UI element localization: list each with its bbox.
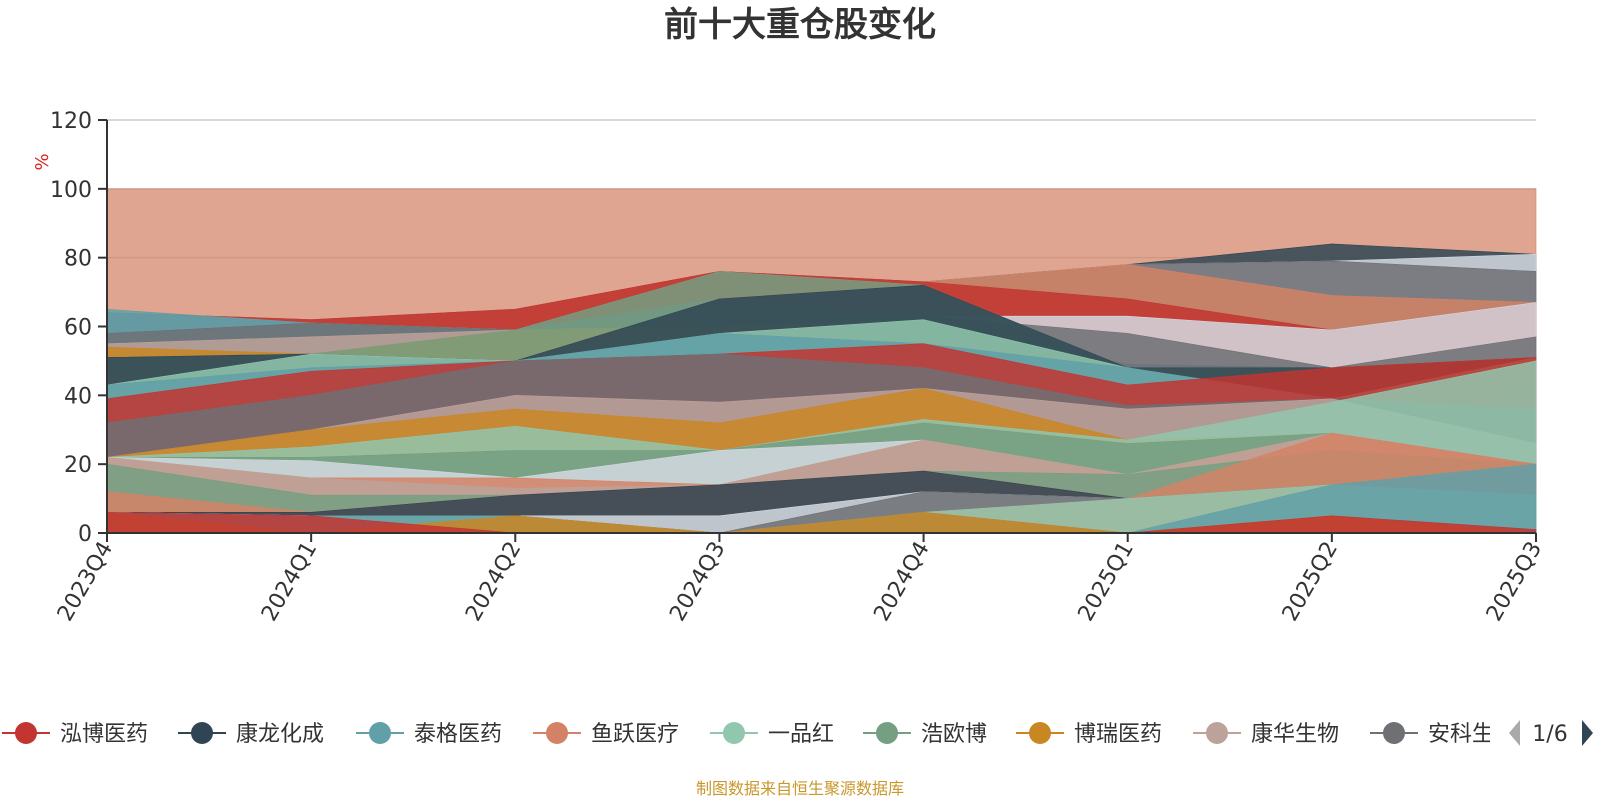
x-tick-label-6: 2025Q2 — [1278, 538, 1343, 626]
legend-label-8: 安科生物 — [1428, 722, 1516, 747]
legend-marker-5 — [876, 722, 898, 744]
legend-marker-8 — [1383, 722, 1405, 744]
legend-label-2: 泰格医药 — [414, 722, 502, 747]
y-tick-label-1: 20 — [64, 453, 92, 478]
x-tick-label-1: 2024Q1 — [257, 538, 322, 626]
legend-item-6[interactable]: 博瑞医药 — [1016, 722, 1162, 747]
legend-marker-6 — [1029, 722, 1051, 744]
legend-item-8[interactable]: 安科生物 — [1370, 722, 1516, 747]
legend-pager: 1/6 — [1509, 720, 1593, 747]
legend-item-1[interactable]: 康龙化成 — [178, 722, 324, 747]
legend-label-3: 鱼跃医疗 — [591, 722, 679, 747]
legend-item-0[interactable]: 泓博医药 — [2, 722, 148, 747]
legend-marker-4 — [723, 722, 745, 744]
legend-marker-7 — [1206, 722, 1228, 744]
x-axis-ticks: 2023Q4 2024Q1 2024Q2 2024Q3 2024Q4 2025Q1 2025… — [53, 533, 1547, 626]
x-tick-label-7: 2025Q3 — [1482, 538, 1547, 626]
x-tick-label-0: 2023Q4 — [53, 538, 118, 626]
x-tick-label-3: 2024Q3 — [665, 538, 730, 626]
legend-item-7[interactable]: 康华生物 — [1193, 722, 1339, 747]
legend-item-4[interactable]: 一品红 — [710, 722, 834, 747]
y-tick-label-4: 80 — [64, 247, 92, 272]
legend-marker-2 — [369, 722, 391, 744]
y-tick-label-5: 100 — [50, 178, 92, 203]
legend-item-3[interactable]: 鱼跃医疗 — [533, 722, 679, 747]
legend-label-0: 泓博医药 — [60, 722, 148, 747]
legend-label-1: 康龙化成 — [236, 722, 324, 747]
y-tick-label-6: 120 — [50, 109, 92, 134]
legend-item-5[interactable]: 浩欧博 — [863, 722, 987, 747]
legend-label-4: 一品红 — [768, 722, 834, 747]
x-tick-label-2: 2024Q2 — [461, 538, 526, 626]
y-axis-ticks: 0 20 40 60 80 100 120 — [50, 109, 107, 547]
chart-title: 前十大重仓股变化 — [664, 5, 936, 45]
legend-next-icon[interactable] — [1582, 720, 1593, 746]
legend-marker-1 — [191, 722, 213, 744]
y-tick-label-0: 0 — [78, 522, 92, 547]
legend-label-7: 康华生物 — [1251, 722, 1339, 747]
stacked-area-layers — [106, 188, 1537, 534]
legend-item-2[interactable]: 泰格医药 — [356, 722, 502, 747]
legend-marker-0 — [15, 722, 37, 744]
x-tick-label-5: 2025Q1 — [1074, 538, 1139, 626]
legend-label-5: 浩欧博 — [921, 722, 987, 747]
source-note: 制图数据来自恒生聚源数据库 — [696, 779, 904, 798]
y-axis-unit: % — [32, 153, 53, 170]
legend-prev-icon[interactable] — [1509, 720, 1520, 746]
legend[interactable]: 泓博医药 康龙化成 泰格医药 鱼跃医疗 一品红 浩欧博 博瑞医药 康华生物 安科生物 — [2, 722, 1516, 747]
legend-page-indicator: 1/6 — [1532, 722, 1567, 747]
x-tick-label-4: 2024Q4 — [869, 538, 934, 626]
legend-marker-3 — [546, 722, 568, 744]
y-tick-label-2: 40 — [64, 384, 92, 409]
y-tick-label-3: 60 — [64, 316, 92, 341]
legend-label-6: 博瑞医药 — [1074, 722, 1162, 747]
